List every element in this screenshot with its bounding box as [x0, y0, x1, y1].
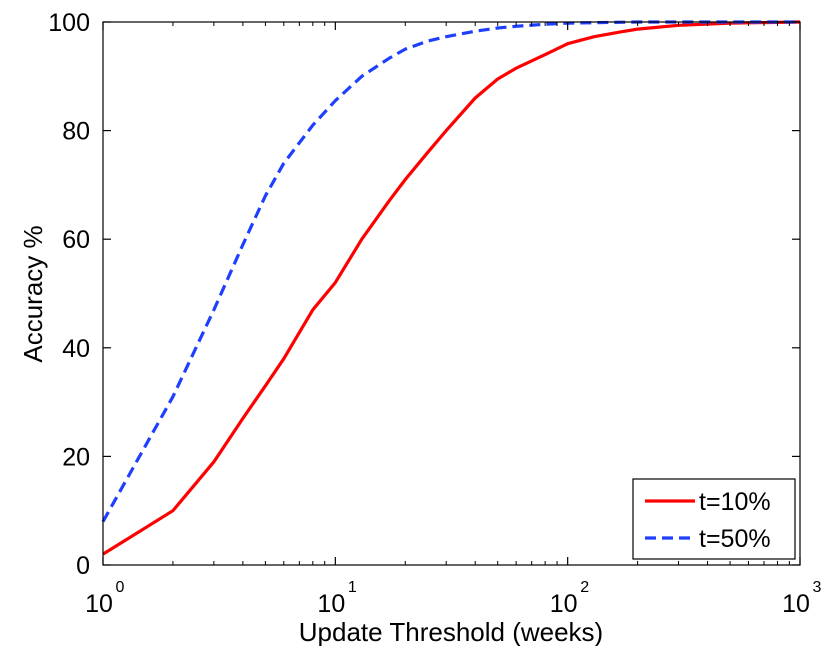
legend: t=10% t=50% [632, 478, 796, 560]
axes-frame [102, 21, 801, 566]
y-tick-label: 80 [62, 118, 90, 146]
series-line-1 [102, 20, 801, 556]
y-tick-label: 0 [76, 552, 90, 580]
x-tick-label: 10 [317, 590, 345, 618]
y-axis-title: Accuracy % [18, 225, 48, 362]
x-tick-exponent: 3 [813, 579, 822, 596]
x-tick-exponent: 1 [348, 579, 357, 596]
x-tick-exponent: 0 [116, 579, 125, 596]
x-tick-label: 10 [782, 590, 810, 618]
legend-label-1: t=10% [699, 488, 771, 516]
plot-area [101, 20, 801, 556]
y-tick-label: 40 [62, 335, 90, 363]
x-tick-exponent: 2 [580, 579, 589, 596]
x-tick-label: 10 [550, 590, 578, 618]
x-tick-label: 10 [85, 590, 113, 618]
y-tick-label: 60 [62, 226, 90, 254]
series-line-2 [101, 20, 800, 523]
y-tick-label: 100 [48, 9, 90, 37]
y-tick-label: 20 [62, 443, 90, 471]
legend-box [632, 478, 796, 560]
legend-label-2: t=50% [699, 525, 771, 553]
x-axis-title: Update Threshold (weeks) [299, 617, 603, 646]
